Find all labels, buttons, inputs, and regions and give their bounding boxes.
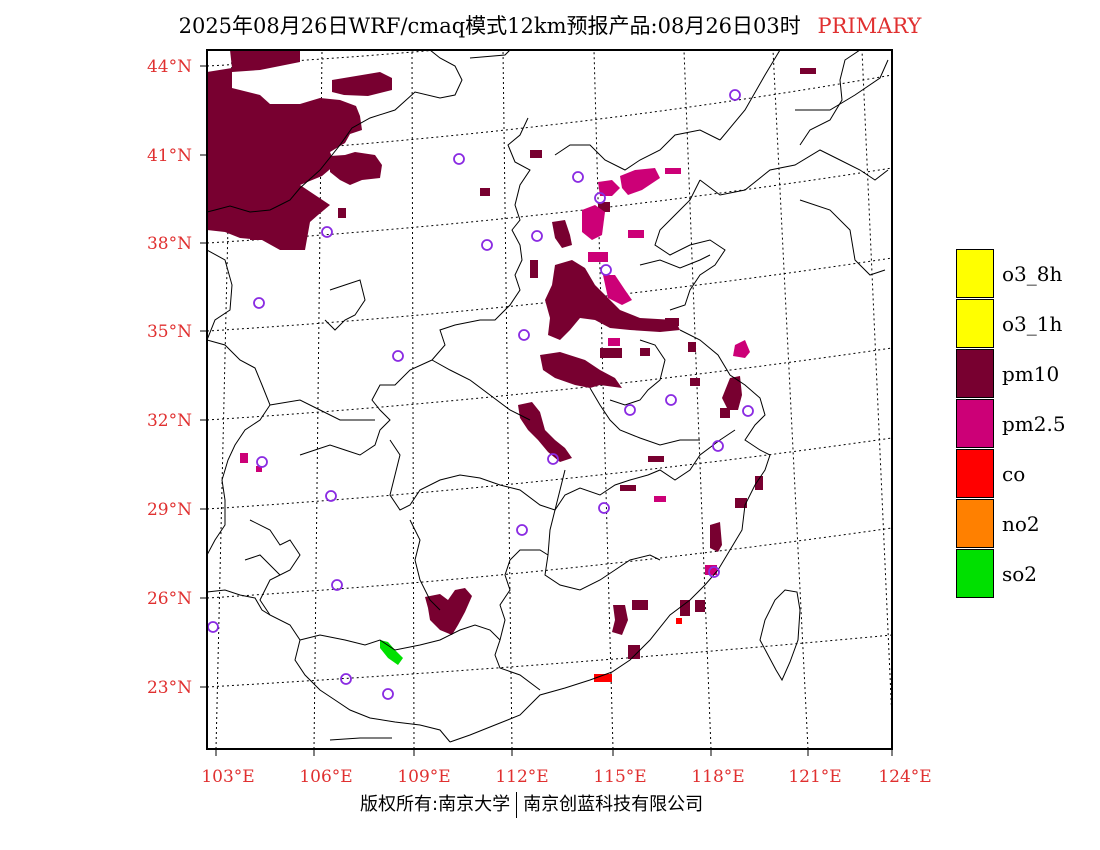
legend-swatch [956, 449, 994, 498]
legend-label: no2 [1002, 512, 1040, 536]
footer-separator [516, 792, 518, 818]
lat-label: 35°N [147, 322, 192, 342]
longitude-labels: 103°E 106°E 109°E 112°E 115°E 118°E 121°… [201, 767, 931, 787]
pm10-regions [207, 50, 816, 659]
map-title: 2025年08月26日WRF/cmaq模式12km预报产品:08月26日03时 … [0, 10, 1100, 40]
lat-label: 32°N [147, 411, 192, 431]
pm25-regions [240, 168, 750, 575]
lon-label: 112°E [495, 767, 548, 787]
taiwan-outline [759, 589, 801, 682]
latitude-ticks [200, 65, 207, 688]
legend-label: pm10 [1002, 362, 1060, 386]
legend-label: so2 [1002, 562, 1038, 586]
lat-label: 23°N [147, 678, 192, 698]
map-title-text: 2025年08月26日WRF/cmaq模式12km预报产品:08月26日03时 [178, 14, 801, 38]
lat-label: 41°N [147, 146, 192, 166]
boundary-lines [207, 50, 889, 743]
legend-label: o3_8h [1002, 262, 1063, 286]
lon-label: 118°E [691, 767, 744, 787]
lon-label: 109°E [397, 767, 450, 787]
station-markers [207, 89, 754, 700]
primary-tag: PRIMARY [817, 14, 922, 38]
lat-label: 26°N [147, 589, 192, 609]
copyright-left: 版权所有:南京大学 [360, 794, 511, 815]
map-frame [206, 49, 893, 750]
legend-swatch [956, 349, 994, 398]
lon-label: 106°E [299, 767, 352, 787]
map-plot-area [207, 50, 892, 749]
copyright-right: 南京创蓝科技有限公司 [523, 794, 704, 815]
latitude-labels: 44°N 41°N 38°N 35°N 32°N 29°N 26°N 23°N [147, 57, 192, 698]
lon-label: 121°E [788, 767, 841, 787]
legend-label: co [1002, 462, 1026, 486]
lon-label: 124°E [878, 767, 931, 787]
legend-swatch [956, 499, 994, 548]
graticule-lines [207, 50, 892, 749]
taiwan-outline-edge [329, 737, 392, 741]
legend-label: pm2.5 [1002, 412, 1066, 436]
legend-swatch [956, 299, 994, 348]
lat-label: 44°N [147, 57, 192, 77]
lat-label: 38°N [147, 234, 192, 254]
legend-swatch [956, 249, 994, 298]
so2-regions [380, 640, 403, 665]
legend-swatch [956, 549, 994, 598]
copyright-footer: 版权所有:南京大学 南京创蓝科技有限公司 [360, 790, 703, 818]
legend-label: o3_1h [1002, 312, 1063, 336]
longitude-ticks [215, 749, 893, 756]
lat-label: 29°N [147, 500, 192, 520]
legend-swatch [956, 399, 994, 448]
lon-label: 103°E [201, 767, 254, 787]
co-regions [594, 618, 682, 682]
lon-label: 115°E [593, 767, 646, 787]
